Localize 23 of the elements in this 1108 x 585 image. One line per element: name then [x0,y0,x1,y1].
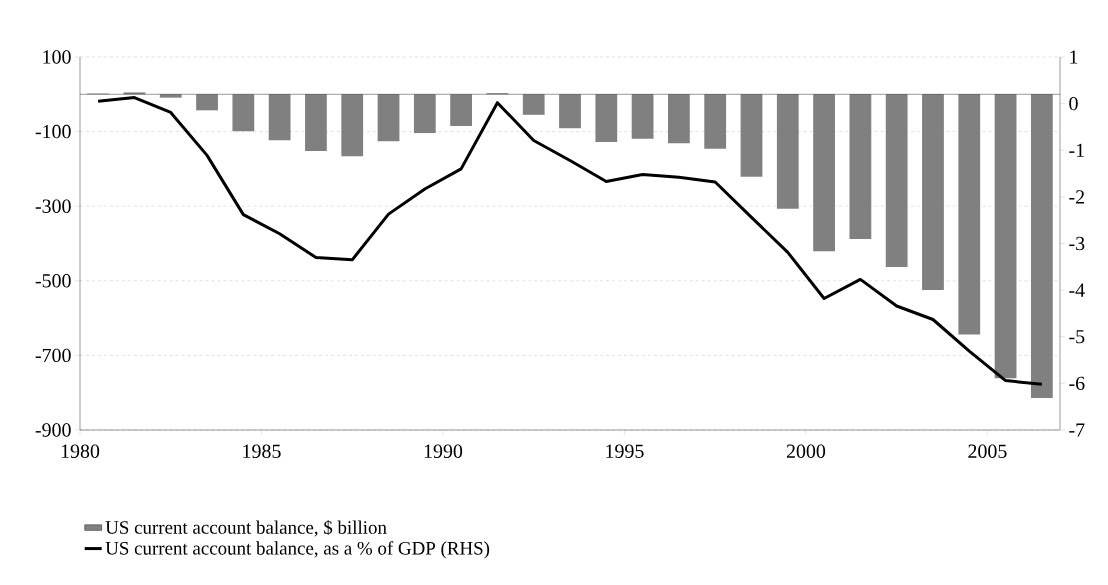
y2-tick-label: -5 [1069,330,1085,344]
y2-tick-label: -4 [1069,283,1085,297]
legend-label: US current account balance, $ billion [105,519,387,537]
x-tick-label: 2005 [968,444,1007,458]
y2-tick-label: -7 [1069,423,1085,437]
y2-tick-label: 0 [1069,96,1078,111]
y-tick-label: -900 [35,423,71,437]
y2-tick-label: -2 [1069,190,1085,204]
y-tick-label: -100 [35,124,71,139]
x-tick-label: 1980 [61,444,100,458]
y-tick-label: -700 [35,348,71,363]
y-tick-label: 100 [43,50,71,64]
legend-label: US current account balance, as a % of GDP (RHS) [105,541,490,559]
x-tick-label: 2000 [786,444,826,458]
y-tick-label: -300 [35,199,71,213]
y2-tick-label: -1 [1069,143,1084,157]
x-tick-label: 1995 [606,444,644,458]
x-tick-label: 1990 [424,444,463,458]
y-tick-label: -500 [35,274,71,288]
x-tick-label: 1985 [243,444,281,458]
y2-tick-label: -6 [1069,376,1085,391]
y2-tick-label: 1 [1070,50,1078,64]
y2-tick-label: -3 [1069,236,1085,251]
